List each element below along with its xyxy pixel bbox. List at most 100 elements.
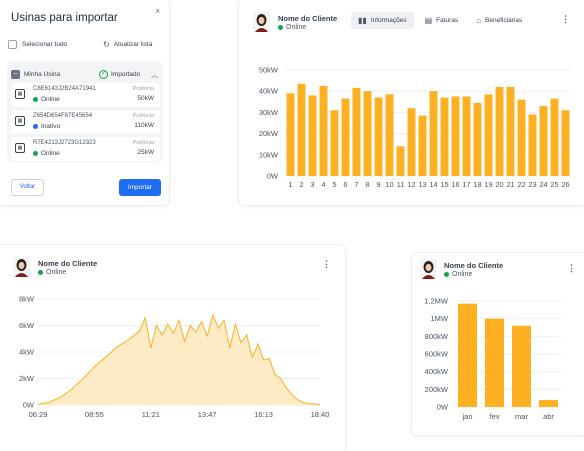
power-value: 25kW [137,149,154,156]
tabs: ▮▮ Informações ▤ Faturas ⌂ Beneficiárias [351,12,529,29]
x-tick-label: 23 [528,180,536,189]
client-name: Nome do Cliente [444,261,504,270]
unit-code: R7E4213J2723G12323 [33,140,96,146]
bar [451,96,460,176]
import-button[interactable]: Importar [119,179,161,196]
bar [308,95,317,176]
more-options-icon[interactable]: ⋮ [561,14,570,24]
group-checkbox-icon[interactable]: − [11,70,20,79]
unit-row[interactable]: ▦ R7E4213J2723G12323 Online Potência 25k… [11,137,160,161]
chevron-up-icon[interactable]: ︿ [151,71,158,79]
invoice-icon: ▤ [424,16,433,25]
close-icon[interactable]: × [155,6,161,16]
more-options-icon[interactable]: ⋮ [567,263,576,273]
bar [352,88,361,176]
bar [319,85,328,176]
bar [495,86,504,176]
bar [539,399,558,407]
bar [396,146,405,176]
back-button[interactable]: Voltar [11,179,44,196]
x-tick-label: 12 [407,180,415,189]
unit-status: Online [33,150,60,157]
monthly-energy-card: Nome do Cliente Online ⋮ 0W 200kW 400kW 600… [411,252,584,436]
tab-faturas[interactable]: ▤ Faturas [418,12,466,29]
x-tick-label: 20 [495,180,503,189]
x-tick-label: 15 [440,180,448,189]
x-tick-label: fev [489,412,499,421]
y-tick-label: 20kW [259,129,279,138]
y-tick-label: 200kW [425,385,449,394]
power-label: Potência [132,86,154,92]
tab-label: Faturas [436,17,459,24]
x-tick-label: 16:13 [254,410,273,419]
x-tick-label: 9 [376,180,380,189]
area-line [37,313,321,406]
more-options-icon[interactable]: ⋮ [322,259,331,269]
monthly-energy-chart: 0W 200kW 400kW 600kW 800kW 1MW 1,2MW jan fev mar a… [424,297,562,421]
x-tick-label: 14 [429,180,437,189]
home-icon: ⌂ [476,16,482,25]
x-tick-label: 22 [517,180,525,189]
x-tick-label: 11:21 [142,410,160,419]
client-status-label: Online [452,271,473,278]
client-name: Nome do Cliente [38,259,98,268]
unit-row[interactable]: ▦ Z654D654F87E45654 Inativo Potência 110… [11,110,160,134]
area-fill [38,314,320,405]
bar [297,83,306,176]
x-tick-label: 08:55 [85,410,104,419]
y-tick-label: 800kW [425,332,449,341]
bar-chart-icon: ▮▮ [358,16,367,25]
x-tick-label: mar [515,412,528,421]
x-tick-label: 25 [550,180,558,189]
plant-group-header[interactable]: − Minha Usina ✓ Importado ︿ [11,70,159,79]
status-dot-icon [33,124,38,129]
status-dot-icon [33,97,38,102]
checkbox-icon[interactable] [8,40,17,49]
client-status-label: Online [286,24,307,31]
power-label: Potência [132,140,154,146]
bar [506,86,515,176]
bar [429,91,438,176]
plant-group: − Minha Usina ✓ Importado ︿ ▦ C8E6143J2B… [7,62,163,162]
bar [550,98,559,176]
intraday-power-card: Nome do Cliente Online ⋮ 0W 2kW 4kW 6kW 8kW 0… [0,244,346,451]
client-status: Online [38,269,66,276]
bar [440,97,449,176]
bar [528,114,537,176]
y-tick-label: 50kW [259,66,279,75]
tab-beneficiarias[interactable]: ⌂ Beneficiárias [469,12,529,29]
bar [286,93,295,176]
client-status: Online [278,24,306,31]
x-tick-label: 6 [343,180,347,189]
status-dot-icon [33,151,38,156]
y-tick-label: 600kW [425,350,449,359]
unit-code: C8E6143J2B24A71941 [33,86,96,92]
select-all-checkbox[interactable]: Selecionar tudo [8,40,67,49]
x-tick-label: jan [461,412,472,421]
inverter-icon: ▦ [15,89,25,99]
tab-informacoes[interactable]: ▮▮ Informações [351,12,414,29]
avatar [420,259,437,279]
tab-label: Beneficiárias [485,17,523,24]
status-dot-icon [278,25,283,30]
x-tick-label: 06:29 [29,410,48,419]
imported-status: ✓ Importado [99,70,140,79]
unit-row[interactable]: ▦ C8E6143J2B24A71941 Online Potência 50k… [11,83,160,107]
refresh-list-button[interactable]: ↻ Atualizar lista [103,40,152,49]
bar [473,102,482,176]
power-label: Potência [132,113,154,119]
x-tick-label: 13 [418,180,426,189]
x-tick-label: 26 [561,180,569,189]
intraday-power-chart: 0W 2kW 4kW 6kW 8kW 06:29 08:55 11:21 13:47 16:13 1… [19,295,329,420]
unit-status: Inativo [33,123,60,130]
refresh-icon: ↻ [103,40,110,49]
bar [561,110,570,176]
x-tick-label: 11 [397,180,405,189]
daily-energy-card: Nome do Cliente Online ▮▮ Informações ▤ Fa… [238,0,584,206]
unit-status-label: Inativo [41,123,61,130]
avatar [253,12,270,32]
y-tick-label: 40kW [259,87,279,96]
bar [458,303,477,407]
avatar [13,257,30,277]
x-tick-label: 16 [451,180,459,189]
